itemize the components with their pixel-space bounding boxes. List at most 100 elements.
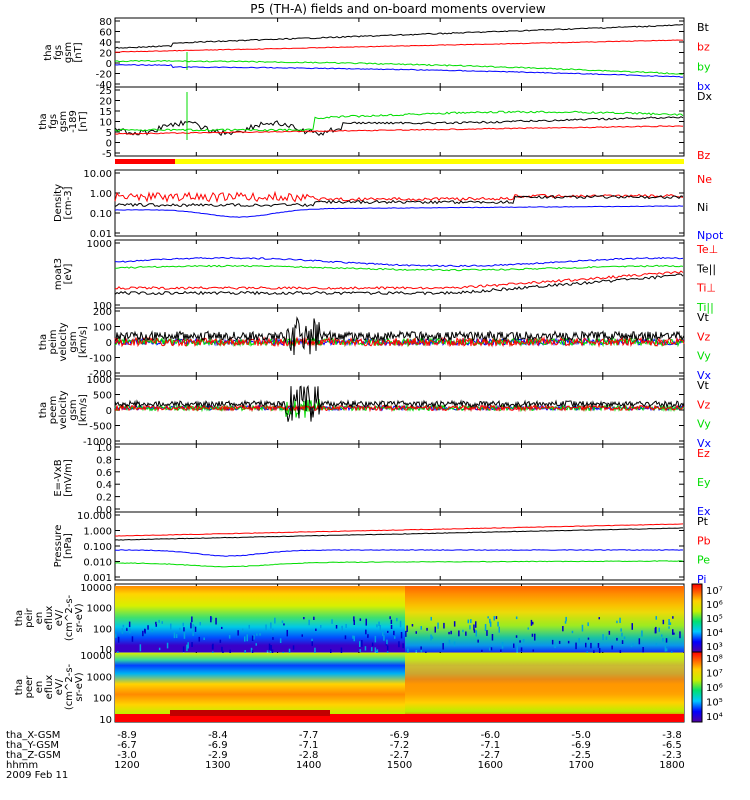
y-axis-label: tha	[14, 610, 25, 626]
y-axis-label: eflux	[44, 606, 55, 631]
ion-spectrogram-texture	[272, 637, 274, 640]
x-axis-value: -6.5	[662, 740, 682, 751]
ion-spectrogram-texture	[581, 624, 584, 632]
ion-spectrogram-texture	[484, 624, 487, 631]
ion-spectrogram-texture	[386, 639, 388, 645]
x-axis-value: 1800	[659, 760, 684, 771]
ion-spectrogram-texture	[398, 641, 400, 648]
y-tick-label: 40	[99, 38, 112, 49]
ion-spectrogram-texture	[211, 617, 213, 620]
legend-Ne: Ne	[697, 173, 712, 186]
y-axis-label: moat3	[53, 258, 64, 290]
ion-spectrogram-texture	[183, 627, 185, 632]
legend-Vy: Vy	[697, 350, 711, 363]
y-tick-label: 0.0	[96, 505, 112, 516]
ion-spectrogram-texture	[426, 627, 428, 631]
ion-spectrogram-texture	[623, 636, 626, 639]
ion-spectrogram-texture	[179, 627, 181, 631]
ion-spectrogram-texture	[365, 629, 367, 635]
ion-spectrogram-texture	[166, 642, 169, 649]
ion-spectrogram-texture	[215, 617, 217, 625]
ion-spectrogram-texture	[638, 638, 641, 645]
ion-spectrogram-texture	[489, 618, 491, 624]
ion-spectrogram-texture	[117, 636, 120, 643]
y-axis-label: velocity	[58, 322, 69, 361]
ion-spectrogram-texture	[437, 622, 439, 629]
ion-spectrogram-texture	[411, 624, 414, 627]
ion-spectrogram-texture	[448, 631, 450, 635]
x-axis-value: -7.2	[390, 740, 410, 751]
ion-spectrogram-texture	[621, 632, 623, 637]
ion-spectrogram-texture	[513, 643, 515, 648]
y-axis-label: eV/	[54, 678, 65, 695]
series-by	[114, 59, 684, 75]
x-axis-value: -5.0	[571, 730, 591, 741]
ion-spectrogram-texture	[558, 640, 561, 644]
ion-spectrogram-texture	[642, 647, 644, 653]
y-axis-label: fgs	[48, 114, 59, 129]
x-axis-value: 1600	[478, 760, 503, 771]
ion-spectrogram-texture	[475, 630, 477, 637]
y-axis-label: gsm	[68, 331, 79, 352]
legend-Vz: Vz	[697, 398, 711, 411]
legend-Te⊥: Te⊥	[696, 243, 718, 256]
ion-spectrogram-texture	[458, 630, 460, 637]
legend-Ti||: Ti||	[696, 301, 714, 314]
ion-spectrogram-texture	[282, 651, 284, 654]
x-axis-value: -6.9	[208, 740, 228, 751]
y-tick-label: -1000	[83, 437, 112, 448]
y-axis-label: gsm	[58, 111, 69, 132]
series-ion-Vt	[114, 316, 685, 356]
ion-spectrogram-texture	[597, 643, 600, 648]
ion-spectrogram-texture	[415, 631, 417, 634]
series-bz	[114, 39, 684, 53]
legend-Ti⊥: Ti⊥	[696, 282, 716, 295]
ion-spectrogram-texture	[292, 645, 295, 650]
figure-title: P5 (TH-A) fields and on-board moments ov…	[250, 2, 546, 16]
y-tick-label: 0.01	[90, 229, 112, 240]
ion-spectrogram-texture	[183, 632, 186, 639]
x-axis-row-label: tha_X-GSM	[6, 730, 60, 741]
y-tick-label: 1.0	[96, 443, 112, 454]
ion-spectrogram-texture	[301, 634, 303, 637]
ion-spectrogram-texture	[515, 635, 518, 638]
ion-spectrogram-texture	[477, 639, 479, 643]
ion-spectrogram-texture	[286, 629, 288, 637]
y-tick-label: 1000	[87, 239, 112, 250]
y-tick-label: 100	[93, 694, 112, 705]
ion-spectrogram-texture	[489, 621, 492, 627]
y-axis-label: gsm	[63, 42, 74, 63]
panel-frame	[114, 86, 685, 157]
x-axis-value: -2.3	[662, 750, 682, 761]
colorbar-tick-label: 10⁶	[706, 600, 723, 611]
ion-spectrogram-texture	[158, 647, 161, 651]
ion-spectrogram-texture	[271, 649, 274, 655]
ion-spectrogram-texture	[371, 647, 373, 652]
ion-spectrogram-texture	[365, 618, 367, 626]
x-axis-value: -6.9	[571, 740, 591, 751]
ion-spectrogram-texture	[631, 623, 633, 630]
y-tick-label: 1.000	[83, 527, 112, 538]
ion-spectrogram-texture	[473, 629, 476, 633]
date-label: 2009 Feb 11	[6, 770, 68, 781]
series-Pi	[114, 549, 684, 557]
ion-spectrogram-texture	[259, 633, 261, 636]
ion-spectrogram-texture	[359, 641, 361, 647]
ion-spectrogram-texture	[128, 621, 131, 628]
y-axis-label: (cm^2-s-	[64, 663, 75, 710]
x-axis-row-label: tha_Y-GSM	[6, 740, 59, 751]
ion-spectrogram-texture	[170, 623, 172, 630]
y-axis-label: [nT]	[73, 42, 84, 62]
ion-spectrogram-texture	[387, 630, 389, 633]
ion-spectrogram-texture	[255, 643, 257, 646]
y-tick-label: 1000	[87, 672, 112, 683]
y-tick-label: 1000	[87, 375, 112, 386]
electron-spectrogram-low-band	[115, 714, 684, 722]
ion-spectrogram-texture	[602, 634, 604, 641]
legend-by: by	[697, 60, 711, 73]
ion-spectrogram-texture	[481, 649, 483, 653]
ion-spectrogram-texture	[379, 625, 381, 631]
y-axis-label: tha	[38, 402, 49, 418]
ion-spectrogram-texture	[551, 639, 554, 645]
ion-spectrogram-texture	[527, 627, 529, 630]
